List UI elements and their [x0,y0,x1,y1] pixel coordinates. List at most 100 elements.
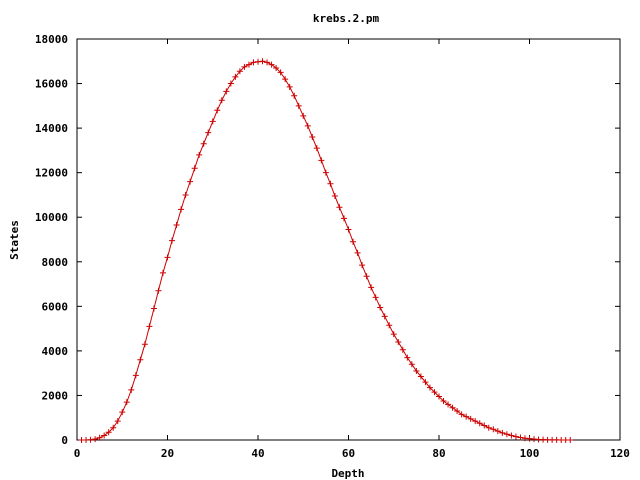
data-point [178,206,185,213]
data-point [481,422,488,429]
data-point [227,80,234,87]
data-point [512,433,519,440]
plot-frame [76,38,621,441]
plot-border [76,38,621,441]
data-point [110,424,117,431]
data-point [472,418,479,425]
data-point [187,178,194,185]
data-point [390,331,397,338]
data-point [485,424,492,431]
x-tick-label: 100 [520,447,540,460]
data-point [223,88,230,95]
data-point [490,426,497,433]
data-point [354,249,361,256]
data-point [377,304,384,311]
data-point [508,432,515,439]
y-tick-label: 4000 [42,345,69,358]
data-point [155,287,162,294]
y-tick-label: 12000 [35,167,68,180]
data-point [159,269,166,276]
x-tick-label: 20 [161,447,174,460]
data-point [413,367,420,374]
data-point [92,436,99,443]
data-point [282,76,289,83]
data-point [304,122,311,129]
data-point [499,429,506,436]
data-point [264,59,271,66]
y-tick-label: 8000 [42,256,69,269]
data-point [440,398,447,405]
data-point [467,415,474,422]
data-point [404,354,411,361]
data-point [345,226,352,233]
series-line [81,60,571,441]
data-point [494,428,501,435]
data-point [150,305,157,312]
data-point [205,129,212,136]
data-point [381,313,388,320]
data-point [363,273,370,280]
data-point [132,372,139,379]
data-point [436,393,442,400]
data-point [399,346,406,353]
data-point [259,58,266,65]
data-point [309,134,316,141]
data-point [359,262,366,269]
data-point [426,384,433,391]
data-point [454,408,461,415]
data-point [331,193,338,200]
data-point [445,401,452,408]
data-point [372,294,379,301]
data-point [173,222,180,229]
chart-title: krebs.2.pm [313,12,380,25]
data-point [245,61,252,68]
data-point [123,399,130,406]
data-point [340,215,347,222]
data-point [236,68,243,75]
data-point [286,83,293,90]
y-tick-label: 6000 [42,300,69,313]
data-point [318,157,325,164]
data-point [386,322,393,329]
data-point [96,434,103,441]
data-point [182,191,189,198]
y-tick-label: 16000 [35,78,68,91]
y-tick-label: 18000 [35,33,68,46]
data-point [567,437,574,443]
data-point [476,420,483,427]
data-point [291,92,298,99]
data-point [141,341,148,348]
data-point [164,254,171,261]
data-point [463,413,470,420]
data-point [336,204,343,211]
data-point [431,389,438,396]
data-point [169,237,176,244]
data-point [327,180,334,187]
data-point [395,338,402,345]
data-point [503,431,510,438]
data-point [114,418,121,425]
data-point [313,145,320,152]
data-point [295,102,302,109]
y-tick-label: 10000 [35,211,68,224]
x-tick-label: 0 [74,447,81,460]
data-point [517,434,524,441]
data-point [250,59,257,66]
x-tick-label: 120 [610,447,630,460]
data-point [105,429,112,436]
data-point [196,151,203,158]
data-point [458,411,465,418]
data-point [422,379,429,386]
data-point [368,284,375,291]
data-point [214,107,221,114]
data-point [137,356,144,363]
data-point [268,61,275,68]
data-point [241,63,248,70]
data-point [119,409,126,416]
y-tick-label: 0 [61,434,68,447]
data-point [128,386,135,393]
y-tick-label: 14000 [35,122,68,135]
data-point [218,97,225,104]
data-point [273,64,280,71]
x-tick-label: 80 [432,447,445,460]
